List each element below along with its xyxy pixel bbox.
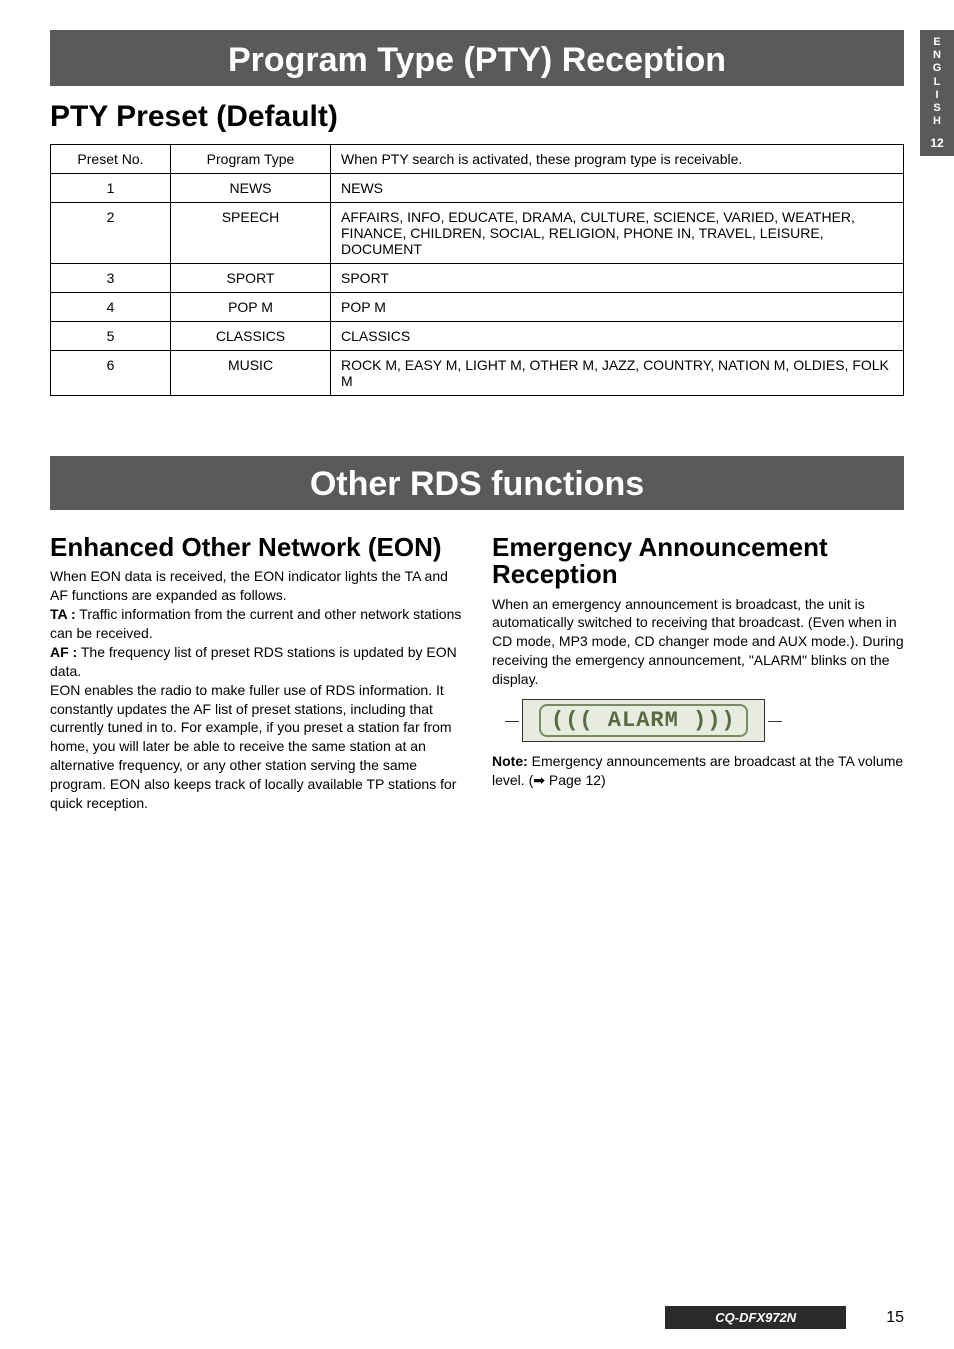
cell-description: NEWS xyxy=(331,174,904,203)
cell-program-type: SPORT xyxy=(171,264,331,293)
cell-preset-no: 6 xyxy=(51,351,171,396)
cell-description: AFFAIRS, INFO, EDUCATE, DRAMA, CULTURE, … xyxy=(331,203,904,264)
lang-letter: E xyxy=(920,36,954,49)
th-preset-no: Preset No. xyxy=(51,145,171,174)
emergency-title: Emergency Announcement Reception xyxy=(492,534,904,589)
lang-letter: G xyxy=(920,62,954,75)
main-title-1: Program Type (PTY) Reception xyxy=(50,32,904,86)
eon-ta-line: TA : Traffic information from the curren… xyxy=(50,605,462,643)
alarm-display: ((( ALARM ))) xyxy=(522,699,765,742)
eon-column: Enhanced Other Network (EON) When EON da… xyxy=(50,534,462,813)
cell-preset-no: 4 xyxy=(51,293,171,322)
lang-letter: H xyxy=(920,115,954,128)
lang-letter: I xyxy=(920,89,954,102)
table-header-row: Preset No. Program Type When PTY search … xyxy=(51,145,904,174)
af-label: AF : xyxy=(50,644,77,660)
cell-description: SPORT xyxy=(331,264,904,293)
tab-page: 12 xyxy=(920,136,954,150)
eon-intro: When EON data is received, the EON indic… xyxy=(50,567,462,605)
table-row: 2 SPEECH AFFAIRS, INFO, EDUCATE, DRAMA, … xyxy=(51,203,904,264)
emergency-body: When an emergency announcement is broadc… xyxy=(492,595,904,689)
cell-program-type: NEWS xyxy=(171,174,331,203)
cell-program-type: POP M xyxy=(171,293,331,322)
section-title-preset: PTY Preset (Default) xyxy=(50,100,904,134)
lang-letter: S xyxy=(920,102,954,115)
page-number: 15 xyxy=(886,1309,904,1327)
table-row: 3 SPORT SPORT xyxy=(51,264,904,293)
eon-body: EON enables the radio to make fuller use… xyxy=(50,681,462,813)
emergency-note: Note: Emergency announcements are broadc… xyxy=(492,752,904,790)
emergency-column: Emergency Announcement Reception When an… xyxy=(492,534,904,813)
cell-preset-no: 3 xyxy=(51,264,171,293)
cell-program-type: MUSIC xyxy=(171,351,331,396)
table-row: 1 NEWS NEWS xyxy=(51,174,904,203)
cell-description: CLASSICS xyxy=(331,322,904,351)
main-title-2: Other RDS functions xyxy=(50,456,904,510)
dash-icon xyxy=(505,721,519,722)
cell-program-type: CLASSICS xyxy=(171,322,331,351)
cell-preset-no: 2 xyxy=(51,203,171,264)
table-row: 4 POP M POP M xyxy=(51,293,904,322)
ta-label: TA : xyxy=(50,606,76,622)
note-label: Note: xyxy=(492,753,528,769)
language-tab: E N G L I S H 12 xyxy=(920,30,954,156)
dash-icon xyxy=(768,721,782,722)
lang-letter: N xyxy=(920,49,954,62)
cell-preset-no: 5 xyxy=(51,322,171,351)
eon-title: Enhanced Other Network (EON) xyxy=(50,534,462,561)
ta-text: Traffic information from the current and… xyxy=(50,606,461,641)
th-program-type: Program Type xyxy=(171,145,331,174)
note-text: Emergency announcements are broadcast at… xyxy=(492,753,903,788)
eon-af-line: AF : The frequency list of preset RDS st… xyxy=(50,643,462,681)
af-text: The frequency list of preset RDS station… xyxy=(50,644,457,679)
cell-preset-no: 1 xyxy=(51,174,171,203)
cell-description: POP M xyxy=(331,293,904,322)
alarm-text: ((( ALARM ))) xyxy=(539,704,748,737)
lang-letter: L xyxy=(920,76,954,89)
two-column-section: Enhanced Other Network (EON) When EON da… xyxy=(50,534,904,813)
cell-program-type: SPEECH xyxy=(171,203,331,264)
cell-description: ROCK M, EASY M, LIGHT M, OTHER M, JAZZ, … xyxy=(331,351,904,396)
table-row: 6 MUSIC ROCK M, EASY M, LIGHT M, OTHER M… xyxy=(51,351,904,396)
preset-table: Preset No. Program Type When PTY search … xyxy=(50,144,904,396)
page-footer: CQ-DFX972N 15 xyxy=(50,1306,904,1329)
model-badge: CQ-DFX972N xyxy=(665,1306,846,1329)
table-row: 5 CLASSICS CLASSICS xyxy=(51,322,904,351)
th-description: When PTY search is activated, these prog… xyxy=(331,145,904,174)
